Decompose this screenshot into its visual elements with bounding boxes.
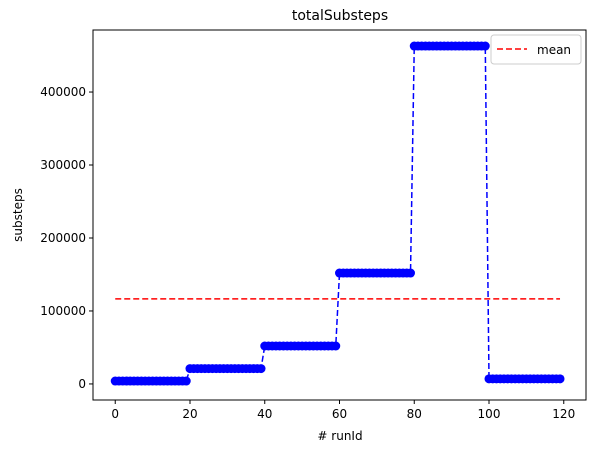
legend-mean-label: mean bbox=[537, 43, 571, 57]
y-tick-label: 0 bbox=[78, 377, 86, 391]
y-tick-label: 300000 bbox=[40, 158, 86, 172]
y-tick-label: 400000 bbox=[40, 85, 86, 99]
x-tick-label: 80 bbox=[407, 407, 422, 421]
substeps-point bbox=[480, 41, 490, 51]
y-axis: 0 100000 200000 300000 400000 bbox=[40, 85, 93, 391]
x-tick-label: 40 bbox=[257, 407, 272, 421]
substeps-point bbox=[256, 364, 266, 374]
plot-data bbox=[110, 41, 565, 386]
substeps-point bbox=[331, 341, 341, 351]
substeps-point bbox=[406, 268, 416, 278]
substeps-point bbox=[555, 374, 565, 384]
legend-box bbox=[490, 34, 582, 65]
y-tick-label: 100000 bbox=[40, 304, 86, 318]
y-axis-label: substeps bbox=[11, 188, 25, 242]
x-tick-label: 60 bbox=[332, 407, 347, 421]
y-tick-label: 200000 bbox=[40, 231, 86, 245]
x-axis: 0 20 40 60 80 100 120 bbox=[111, 400, 575, 421]
substeps-point bbox=[181, 376, 191, 386]
substeps-line bbox=[115, 45, 561, 382]
x-tick-label: 0 bbox=[111, 407, 119, 421]
legend: mean bbox=[490, 34, 582, 65]
x-tick-label: 100 bbox=[478, 407, 501, 421]
x-tick-label: 20 bbox=[182, 407, 197, 421]
x-tick-label: 120 bbox=[552, 407, 575, 421]
x-axis-label: # runId bbox=[317, 429, 362, 443]
chart-title: totalSubsteps bbox=[292, 8, 388, 24]
